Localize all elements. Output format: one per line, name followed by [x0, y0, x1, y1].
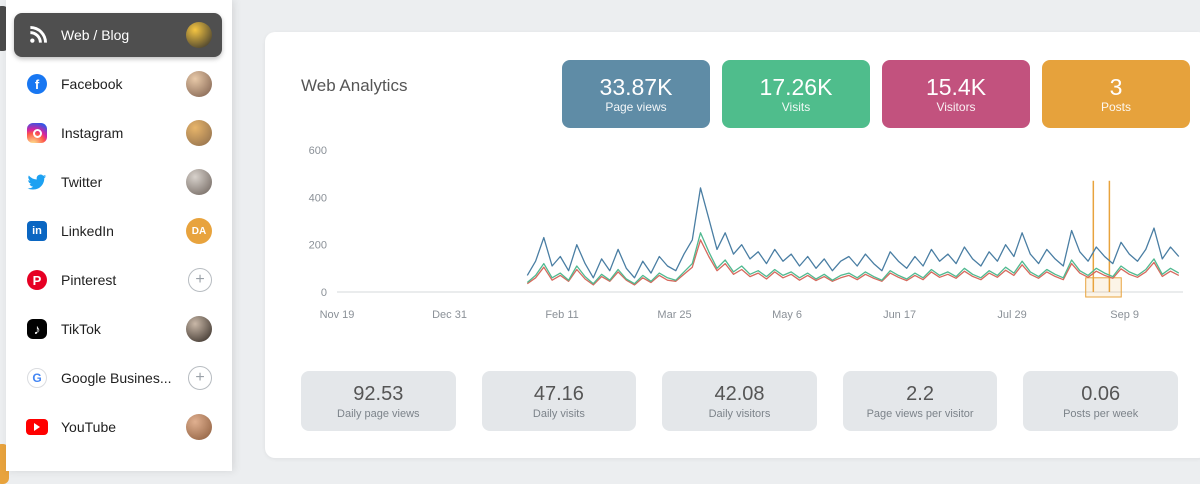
summary-card-visitors[interactable]: 15.4K Visitors — [882, 60, 1030, 128]
daily-card-page-views-per-visitor: 2.2 Page views per visitor — [842, 371, 998, 431]
sidebar-item-linkedin[interactable]: in LinkedIn DA — [14, 209, 222, 253]
daily-value: 2.2 — [906, 383, 934, 405]
summary-cards: 33.87K Page views 17.26K Visits 15.4K Visitor… — [562, 60, 1190, 128]
sidebar-item-google-busines[interactable]: G Google Busines... + — [14, 356, 222, 400]
daily-label: Posts per week — [1063, 408, 1139, 420]
account-avatar — [186, 71, 212, 97]
linkedin-icon: in — [26, 220, 48, 242]
summary-card-page-views[interactable]: 33.87K Page views — [562, 60, 710, 128]
daily-value: 42.08 — [714, 383, 765, 405]
account-avatar — [186, 316, 212, 342]
svg-text:Feb 11: Feb 11 — [545, 309, 578, 321]
summary-label: Posts — [1100, 100, 1131, 115]
svg-text:Mar 25: Mar 25 — [657, 309, 691, 321]
summary-label: Visits — [781, 100, 811, 115]
svg-text:Sep 9: Sep 9 — [1110, 309, 1139, 321]
daily-card-posts-per-week: 0.06 Posts per week — [1023, 371, 1178, 431]
sidebar-item-twitter[interactable]: Twitter — [14, 160, 222, 204]
add-account-icon[interactable]: + — [188, 268, 212, 292]
web-analytics-panel: Web Analytics 33.87K Page views 17.26K Visi… — [265, 32, 1200, 458]
daily-label: Daily visitors — [708, 408, 771, 420]
sidebar-item-tiktok[interactable]: ♪ TikTok — [14, 307, 222, 351]
daily-card-daily-visits: 47.16 Daily visits — [481, 371, 637, 431]
svg-text:Jun 17: Jun 17 — [883, 309, 916, 321]
page-title: Web Analytics — [301, 76, 408, 95]
svg-text:Nov 19: Nov 19 — [320, 309, 355, 321]
svg-text:Dec 31: Dec 31 — [432, 309, 467, 321]
instagram-icon — [26, 122, 48, 144]
daily-label: Daily page views — [337, 408, 420, 420]
sidebar-item-label: TikTok — [61, 321, 101, 337]
sidebar-item-label: Twitter — [61, 174, 103, 190]
sidebar-item-pinterest[interactable]: P Pinterest + — [14, 258, 222, 302]
tiktok-icon: ♪ — [26, 318, 48, 340]
sidebar-item-youtube[interactable]: YouTube — [14, 405, 222, 449]
daily-card-daily-visitors: 42.08 Daily visitors — [662, 371, 817, 431]
svg-text:Jul 29: Jul 29 — [997, 309, 1026, 321]
sidebar: Web / Blog f Facebook Instagram Twitter in Lin… — [6, 0, 232, 471]
sidebar-item-label: Instagram — [61, 125, 124, 141]
summary-value: 33.87K — [599, 73, 673, 100]
daily-cards: 92.53 Daily page views 47.16 Daily visits 42… — [301, 371, 1178, 431]
summary-value: 15.4K — [925, 73, 987, 100]
account-avatar: DA — [186, 218, 212, 244]
daily-label: Page views per visitor — [866, 408, 974, 420]
summary-value: 17.26K — [759, 73, 833, 100]
sidebar-item-facebook[interactable]: f Facebook — [14, 62, 222, 106]
svg-text:600: 600 — [309, 145, 327, 157]
card-header: Web Analytics 33.87K Page views 17.26K Visi… — [265, 32, 1200, 128]
account-avatar — [186, 120, 212, 146]
google-icon: G — [26, 367, 48, 389]
sidebar-item-label: YouTube — [61, 419, 117, 435]
svg-text:May 6: May 6 — [772, 309, 802, 321]
sidebar-item-instagram[interactable]: Instagram — [14, 111, 222, 155]
rail-fragment-bottom — [0, 444, 9, 484]
daily-value: 92.53 — [353, 383, 404, 405]
summary-label: Visitors — [936, 100, 976, 115]
sidebar-item-label: LinkedIn — [61, 223, 114, 239]
rss-icon — [26, 24, 48, 46]
sidebar-item-label: Google Busines... — [61, 370, 172, 386]
svg-text:0: 0 — [321, 287, 327, 299]
account-avatar — [186, 22, 212, 48]
sidebar-item-web-blog[interactable]: Web / Blog — [14, 13, 222, 57]
summary-label: Page views — [605, 100, 667, 115]
account-avatar — [186, 169, 212, 195]
svg-text:200: 200 — [309, 240, 327, 252]
sidebar-list: Web / Blog f Facebook Instagram Twitter in Lin… — [6, 0, 232, 449]
facebook-icon: f — [26, 73, 48, 95]
sidebar-item-label: Facebook — [61, 76, 123, 92]
summary-card-posts[interactable]: 3 Posts — [1042, 60, 1190, 128]
daily-card-daily-page-views: 92.53 Daily page views — [301, 371, 456, 431]
summary-value: 3 — [1109, 73, 1123, 100]
youtube-icon — [26, 416, 48, 438]
sidebar-item-label: Pinterest — [61, 272, 117, 288]
add-account-icon[interactable]: + — [188, 366, 212, 390]
daily-label: Daily visits — [532, 408, 585, 420]
daily-value: 0.06 — [1081, 383, 1121, 405]
sidebar-item-label: Web / Blog — [61, 27, 130, 43]
twitter-icon — [26, 171, 48, 193]
svg-text:400: 400 — [309, 192, 327, 204]
summary-card-visits[interactable]: 17.26K Visits — [722, 60, 870, 128]
analytics-chart: 0 200 400 600 Nov 19 Dec 31 Feb 11 Mar 25 May 6 J… — [285, 140, 1200, 345]
daily-value: 47.16 — [533, 383, 584, 405]
rail-fragment-top — [0, 6, 9, 51]
account-avatar — [186, 414, 212, 440]
pinterest-icon: P — [26, 269, 48, 291]
